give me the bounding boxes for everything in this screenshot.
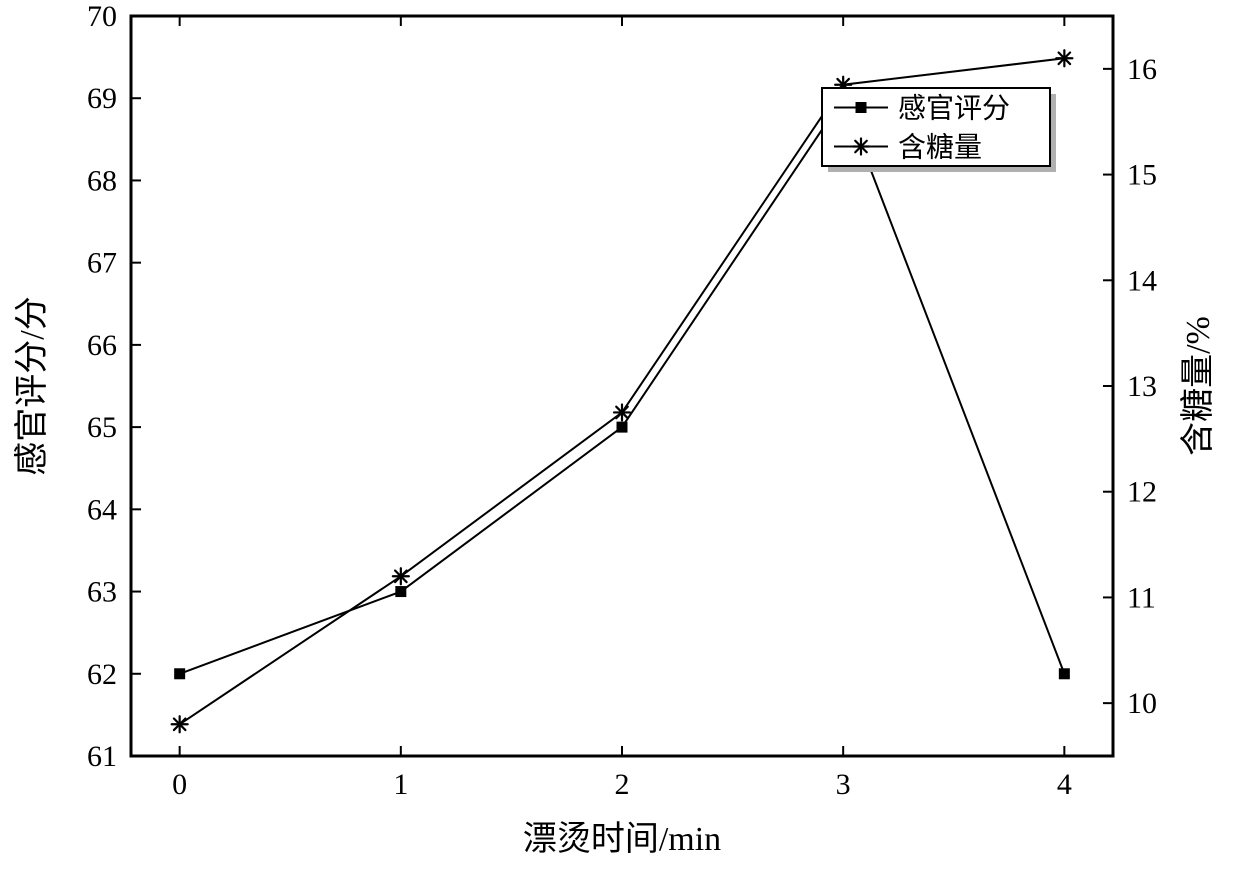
y-left-axis-label: 感官评分/分 bbox=[13, 296, 51, 475]
chart-container: 01234漂烫时间/min61626364656667686970感官评分/分1… bbox=[0, 0, 1240, 877]
y-left-tick-label: 62 bbox=[87, 658, 117, 691]
x-tick-label: 4 bbox=[1057, 768, 1072, 801]
y-right-tick-label: 14 bbox=[1127, 264, 1157, 297]
asterisk-marker bbox=[1056, 50, 1072, 66]
square-marker bbox=[617, 422, 628, 433]
x-tick-label: 3 bbox=[836, 768, 851, 801]
y-left-tick-label: 61 bbox=[87, 740, 117, 773]
x-tick-label: 0 bbox=[172, 768, 187, 801]
x-tick-label: 2 bbox=[615, 768, 630, 801]
y-right-axis-label: 含糖量/% bbox=[1179, 316, 1217, 456]
asterisk-marker bbox=[614, 404, 630, 420]
x-tick-label: 1 bbox=[393, 768, 408, 801]
y-right-tick-label: 11 bbox=[1127, 581, 1156, 614]
y-left-tick-label: 65 bbox=[87, 411, 117, 444]
y-right-tick-label: 12 bbox=[1127, 476, 1157, 509]
asterisk-marker bbox=[393, 568, 409, 584]
asterisk-marker bbox=[853, 139, 869, 155]
y-right-tick-label: 13 bbox=[1127, 370, 1157, 403]
y-left-tick-label: 68 bbox=[87, 164, 117, 197]
y-left-tick-label: 63 bbox=[87, 576, 117, 609]
chart-svg: 01234漂烫时间/min61626364656667686970感官评分/分1… bbox=[0, 0, 1240, 877]
asterisk-marker bbox=[172, 716, 188, 732]
x-axis-label: 漂烫时间/min bbox=[523, 821, 721, 858]
square-marker bbox=[1059, 668, 1070, 679]
legend-label: 含糖量 bbox=[898, 131, 982, 163]
y-right-tick-label: 10 bbox=[1127, 687, 1157, 720]
y-right-tick-label: 15 bbox=[1127, 159, 1157, 192]
y-left-tick-label: 64 bbox=[87, 493, 117, 526]
square-marker bbox=[174, 668, 185, 679]
y-right-tick-label: 16 bbox=[1127, 53, 1157, 86]
square-marker bbox=[856, 102, 867, 113]
y-left-tick-label: 70 bbox=[87, 0, 117, 33]
y-left-tick-label: 67 bbox=[87, 247, 117, 280]
y-left-tick-label: 66 bbox=[87, 329, 117, 362]
y-left-tick-label: 69 bbox=[87, 82, 117, 115]
legend-label: 感官评分 bbox=[898, 92, 1010, 124]
square-marker bbox=[395, 586, 406, 597]
legend: 感官评分含糖量 bbox=[822, 88, 1050, 166]
